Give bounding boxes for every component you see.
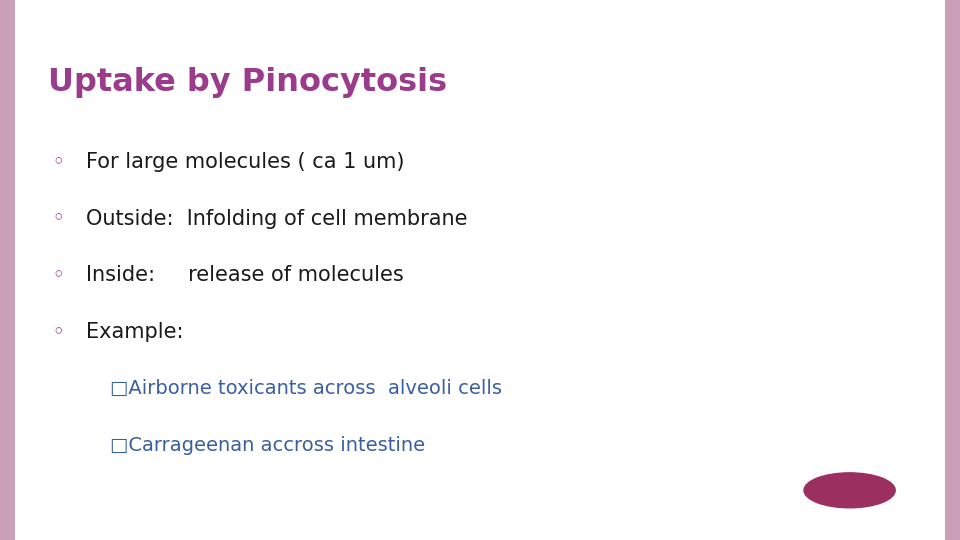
Text: Inside:     release of molecules: Inside: release of molecules	[86, 265, 404, 286]
Text: Uptake by Pinocytosis: Uptake by Pinocytosis	[48, 68, 447, 98]
Text: ◦: ◦	[53, 210, 64, 228]
Text: Example:: Example:	[86, 322, 184, 342]
Text: ◦: ◦	[53, 266, 64, 285]
FancyBboxPatch shape	[945, 0, 960, 540]
FancyBboxPatch shape	[0, 0, 15, 540]
Text: ◦: ◦	[53, 153, 64, 171]
Text: □Airborne toxicants across  alveoli cells: □Airborne toxicants across alveoli cells	[110, 379, 502, 399]
Ellipse shape	[804, 473, 895, 508]
Text: For large molecules ( ca 1 um): For large molecules ( ca 1 um)	[86, 152, 405, 172]
Text: Outside:  Infolding of cell membrane: Outside: Infolding of cell membrane	[86, 208, 468, 229]
Text: □Carrageenan accross intestine: □Carrageenan accross intestine	[110, 436, 425, 455]
Text: ◦: ◦	[53, 323, 64, 341]
